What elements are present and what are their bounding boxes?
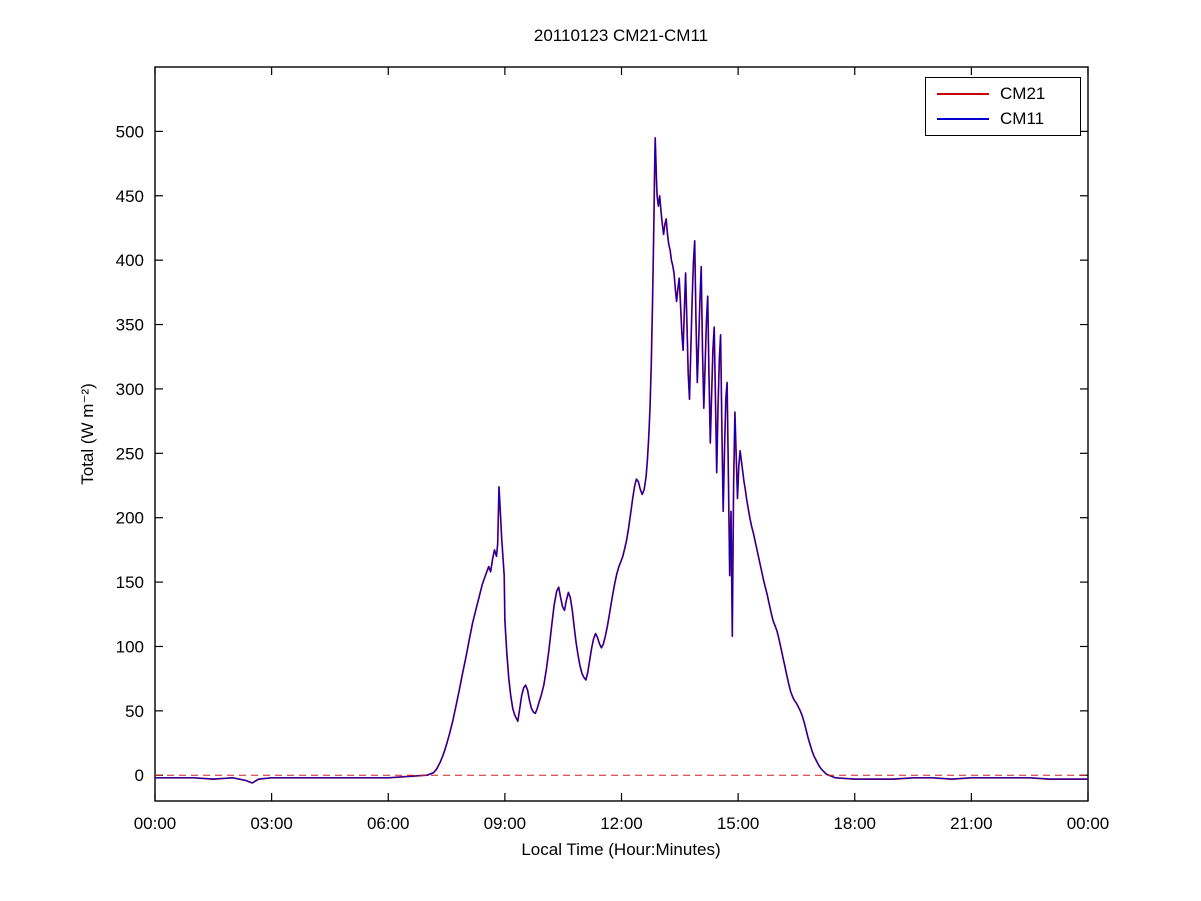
legend-line-sample-cm21 <box>937 92 989 95</box>
x-tick-label: 06:00 <box>367 814 410 833</box>
y-tick-label: 400 <box>116 251 144 270</box>
y-tick-label: 250 <box>116 444 144 463</box>
x-tick-label: 12:00 <box>600 814 643 833</box>
x-tick-label: 09:00 <box>484 814 527 833</box>
legend-label-cm11: CM11 <box>1000 109 1045 129</box>
x-tick-label: 03:00 <box>250 814 293 833</box>
x-tick-label: 00:00 <box>1067 814 1110 833</box>
legend-label-cm21: CM21 <box>1000 83 1046 103</box>
y-tick-label: 150 <box>116 573 144 592</box>
y-tick-label: 350 <box>116 316 144 335</box>
y-tick-label: 200 <box>116 509 144 528</box>
y-tick-label: 500 <box>116 122 144 141</box>
series-line-cm21 <box>155 136 1088 784</box>
y-tick-label: 300 <box>116 380 144 399</box>
x-axis-label: Local Time (Hour:Minutes) <box>521 840 721 859</box>
chart-title: 20110123 CM21-CM11 <box>533 26 709 45</box>
y-tick-label: 0 <box>135 766 144 785</box>
series-line-cm11 <box>155 137 1088 784</box>
legend-entry-cm11: CM11 <box>926 109 1080 129</box>
y-tick-label: 50 <box>125 702 144 721</box>
x-tick-label: 15:00 <box>717 814 760 833</box>
y-tick-label: 450 <box>116 187 144 206</box>
x-tick-label: 21:00 <box>950 814 993 833</box>
legend-line-sample-cm11 <box>937 118 989 121</box>
legend-entry-cm21: CM21 <box>926 84 1080 104</box>
legend: CM21 CM11 <box>925 77 1081 136</box>
y-tick-label: 100 <box>116 637 144 656</box>
plot-box <box>154 66 1089 802</box>
x-tick-label: 00:00 <box>134 814 177 833</box>
y-axis-label: Total (W m⁻²) <box>78 383 97 485</box>
x-tick-label: 18:00 <box>833 814 876 833</box>
